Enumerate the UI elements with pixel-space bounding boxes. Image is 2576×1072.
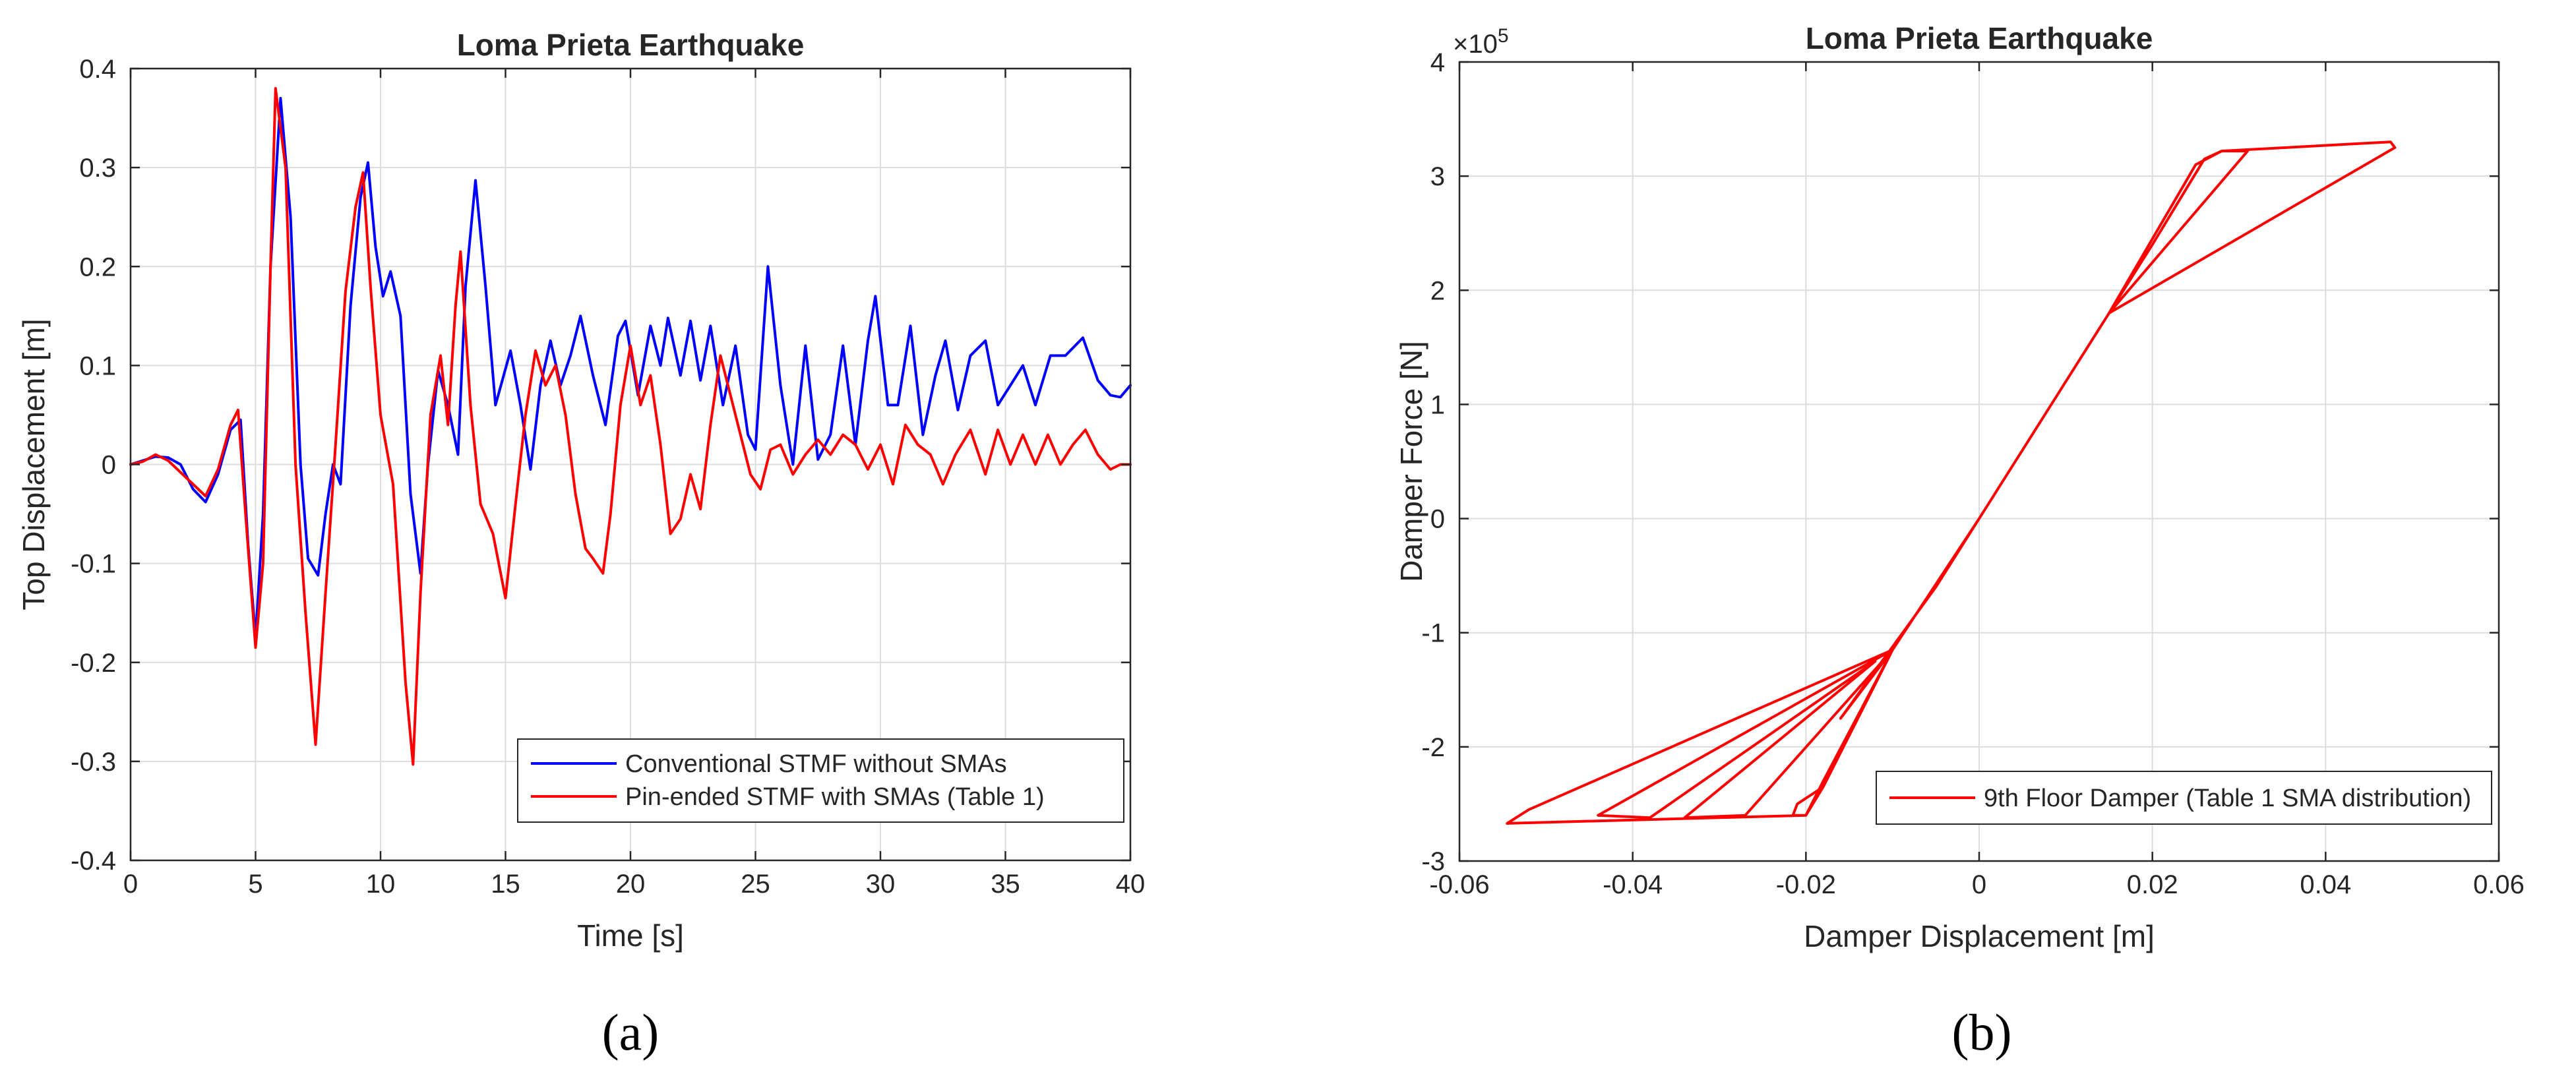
chart2-y-tick-label-6: 3 — [1430, 162, 1445, 191]
chart2-panel-label: (b) — [1952, 1003, 2012, 1061]
chart1-y-tick-label-2: -0.2 — [71, 649, 116, 678]
chart2-x-tick-label-0: -0.06 — [1429, 870, 1489, 899]
chart1-y-tick-label-0: -0.4 — [71, 847, 116, 876]
chart2-y-tick-label-1: -2 — [1421, 733, 1445, 762]
chart2-x-tick-label-2: -0.02 — [1776, 870, 1836, 899]
chart1-x-axis-title: Time [s] — [577, 918, 684, 953]
chart1-legend-label-2: Pin-ended STMF with SMAs (Table 1) — [625, 783, 1045, 811]
chart1-legend — [517, 738, 1124, 823]
chart1-x-tick-label-6: 30 — [866, 870, 896, 899]
chart1-series-2-line — [129, 87, 1132, 766]
chart2-y-tick-label-4: 1 — [1430, 390, 1445, 419]
chart1-y-tick-label-3: -0.1 — [71, 550, 116, 579]
chart2-y-tick-label-5: 2 — [1430, 276, 1445, 305]
chart2-y-tick-label-3: 0 — [1430, 505, 1445, 534]
chart2-x-tick-label-1: -0.04 — [1603, 870, 1663, 899]
chart1-y-axis-title: Top Displacement [m] — [16, 318, 51, 610]
chart1-y-tick-label-1: -0.3 — [71, 748, 116, 777]
chart2-y-tick-label-0: -3 — [1421, 847, 1445, 876]
chart1-y-tick-label-6: 0.2 — [79, 253, 116, 282]
chart2-legend — [1876, 771, 2492, 825]
chart1-title: Loma Prieta Earthquake — [457, 28, 805, 62]
chart1-y-tick-label-4: 0 — [102, 451, 116, 480]
chart1-x-tick-label-8: 40 — [1116, 870, 1146, 899]
chart1-series-1-line — [129, 97, 1132, 640]
chart1-x-tick-label-3: 15 — [491, 870, 520, 899]
chart1-x-tick-label-2: 10 — [366, 870, 396, 899]
chart1-y-tick-label-7: 0.3 — [79, 154, 116, 183]
chart2-x-tick-label-4: 0.02 — [2127, 870, 2178, 899]
chart1-x-tick-label-4: 20 — [616, 870, 646, 899]
chart2-x-tick-label-3: 0 — [1972, 870, 1986, 899]
chart2-y-tick-label-7: 4 — [1430, 48, 1445, 77]
chart2-y-axis-title: Damper Force [N] — [1394, 341, 1428, 582]
chart2-y-multiplier: ×105 — [1453, 25, 1509, 59]
chart2-title: Loma Prieta Earthquake — [1806, 21, 2153, 55]
chart1-x-tick-label-0: 0 — [123, 870, 138, 899]
chart1-y-tick-label-8: 0.4 — [79, 55, 116, 84]
chart2-x-tick-label-6: 0.06 — [2473, 870, 2525, 899]
chart2-series-1-line — [1506, 140, 2397, 825]
chart1-y-tick-label-5: 0.1 — [79, 351, 116, 380]
chart2-legend-label-1: 9th Floor Damper (Table 1 SMA distributi… — [1984, 785, 2471, 812]
chart1-x-tick-label-1: 5 — [248, 870, 262, 899]
chart2-y-tick-label-2: -1 — [1421, 619, 1445, 648]
chart2-x-tick-label-5: 0.04 — [2300, 870, 2351, 899]
chart1-x-tick-label-5: 25 — [741, 870, 770, 899]
chart1-panel-label: (a) — [602, 1003, 659, 1061]
chart1-x-tick-label-7: 35 — [991, 870, 1020, 899]
chart2-x-axis-title: Damper Displacement [m] — [1804, 919, 2155, 953]
chart1-legend-label-1: Conventional STMF without SMAs — [625, 750, 1007, 778]
